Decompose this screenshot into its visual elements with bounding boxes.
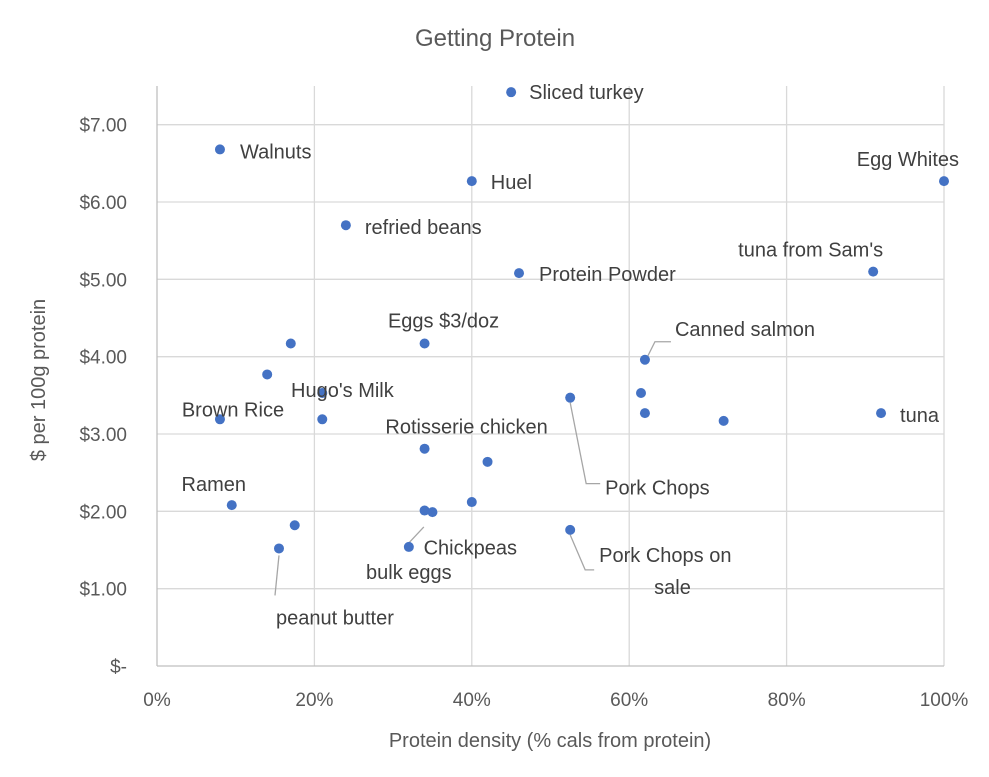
data-point [214,144,225,155]
x-tick-label: 20% [295,690,333,711]
y-tick-label: $5.00 [79,270,127,291]
data-point [214,414,225,425]
data-point [317,388,328,399]
x-tick-label: 60% [610,690,648,711]
data-label: bulk eggs [366,562,452,584]
data-label: refried beans [365,217,482,239]
data-label: Pork Chops [605,478,710,500]
y-tick-label: $1.00 [79,580,127,601]
data-point [565,392,576,403]
x-tick-label: 80% [768,690,806,711]
data-point [565,524,576,535]
data-point [340,220,351,231]
data-point [639,408,650,419]
y-tick-label: $3.00 [79,425,127,446]
y-tick-label: $2.00 [79,502,127,523]
data-point [289,520,300,531]
data-point [639,354,650,365]
data-point [273,543,284,554]
data-label: Chickpeas [424,538,517,560]
data-point [317,414,328,425]
leader-line [408,526,425,544]
x-tick-label: 100% [920,690,969,711]
data-label: Protein Powder [539,264,676,286]
data-labels: Sliced turkey Walnuts Huel Egg Whites refrie… [182,82,959,629]
data-point [403,541,414,552]
y-tick-label: $4.00 [79,348,127,369]
x-tick-label: 0% [143,690,171,711]
data-label: Ramen [182,474,246,496]
chart-title: Getting Protein [415,25,575,52]
data-label: Eggs $3/doz [388,311,499,333]
data-label: Canned salmon [675,319,815,341]
data-point [466,176,477,187]
leader-line [274,555,280,596]
leader-line [569,402,601,485]
y-axis-title: $ per 100g protein [28,299,50,461]
data-label: peanut butter [276,607,394,629]
data-label: tuna [900,405,940,427]
data-point [868,266,879,277]
data-point [514,268,525,279]
data-label: Hugo's Milk [291,380,395,402]
label-leader-lines [274,341,671,596]
data-point [482,456,493,467]
data-point [636,388,647,399]
x-tick-labels: 0% 20% 40% 60% 80% 100% [143,690,968,711]
data-label: tuna from Sam's [738,240,883,262]
leader-line [646,341,671,359]
y-tick-labels: $- $1.00 $2.00 $3.00 $4.00 $5.00 $6.00 $7.00 [79,116,127,678]
data-point [226,500,237,511]
data-label: Rotisserie chicken [385,417,547,439]
axes [156,86,944,667]
data-label: Pork Chops on sale [599,545,731,599]
data-point [506,87,517,98]
data-point [466,497,477,508]
data-label: Brown Rice [182,399,284,421]
y-tick-label: $- [110,657,127,678]
data-point [419,443,430,454]
data-label: Huel [491,172,532,194]
leader-line [569,534,595,571]
data-point [419,338,430,349]
data-label: Sliced turkey [529,82,644,104]
y-tick-label: $7.00 [79,116,127,137]
data-label: Egg Whites [857,149,959,171]
x-axis-title: Protein density (% cals from protein) [389,730,711,752]
data-point [876,408,887,419]
data-point [285,338,296,349]
data-point [419,505,430,516]
data-point [427,507,438,518]
data-label: Walnuts [240,141,312,163]
gridlines [157,86,945,666]
data-point [939,176,949,187]
y-tick-label: $6.00 [79,193,127,214]
data-points [214,87,949,554]
x-tick-label: 40% [453,690,491,711]
data-point [718,415,729,426]
data-point [262,369,273,380]
